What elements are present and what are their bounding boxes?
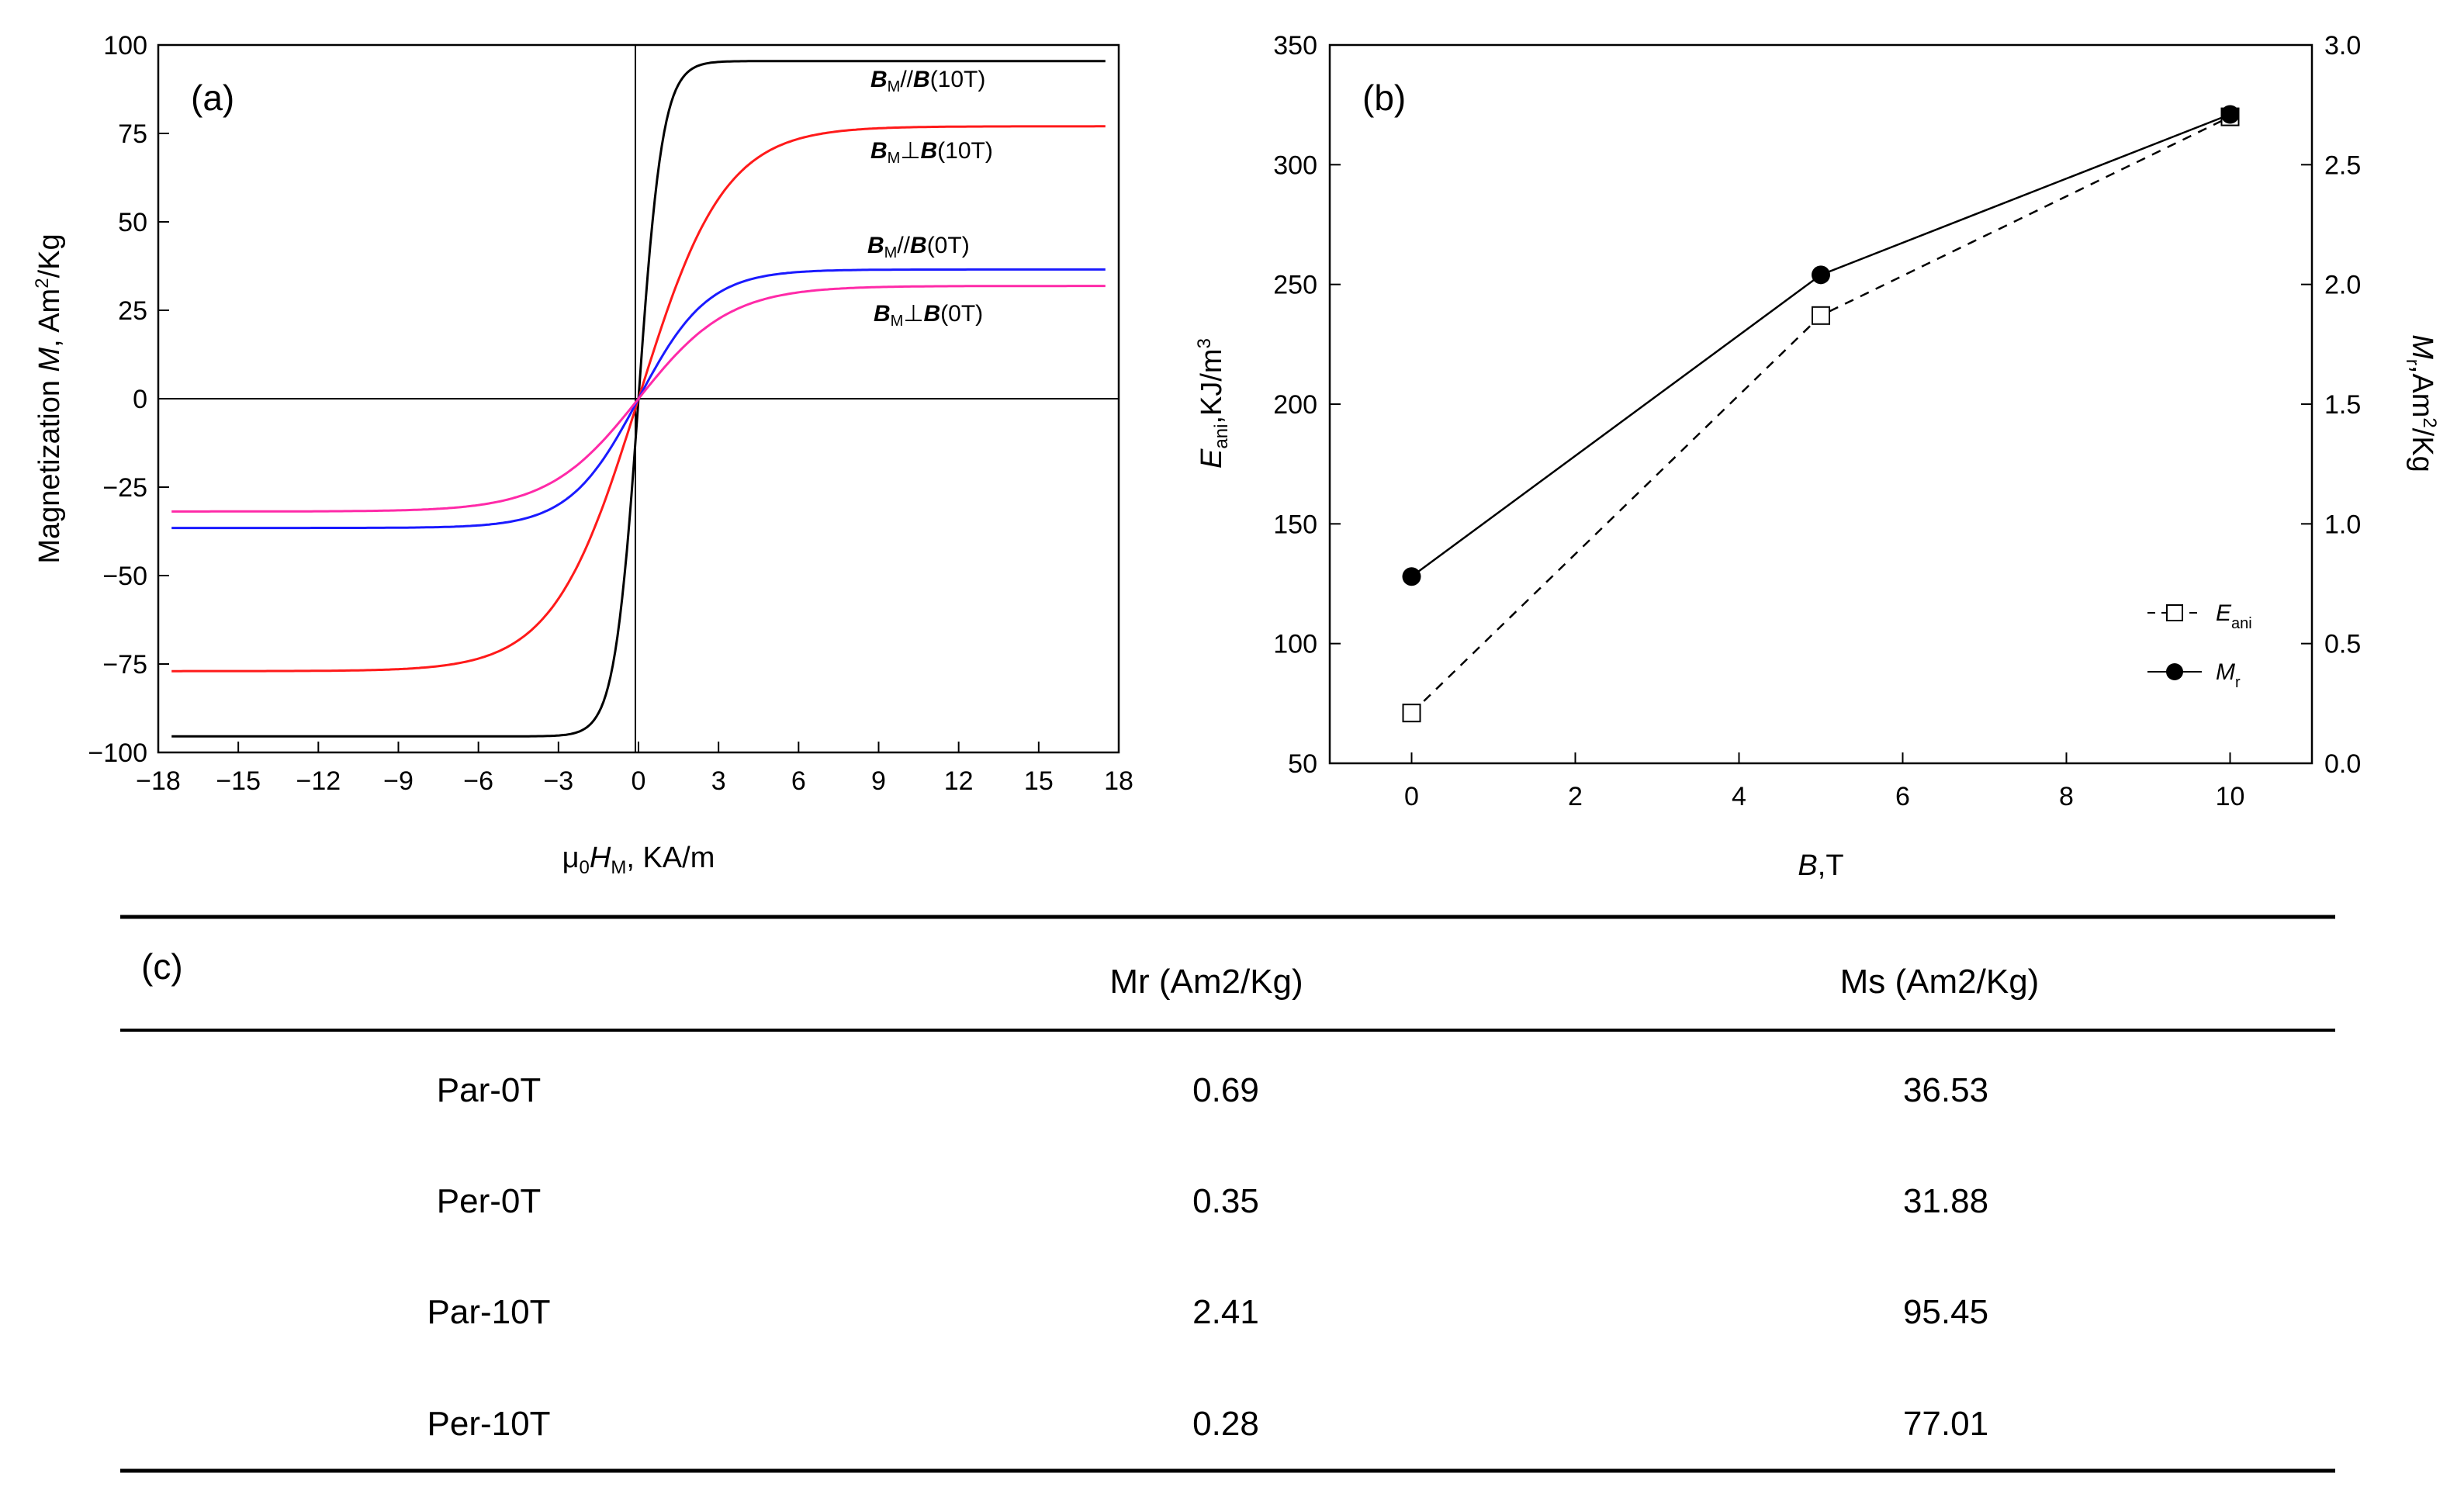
table-panel-label: (c)	[141, 946, 183, 987]
table-cell-ms: 95.45	[1903, 1293, 1988, 1331]
chart-b-left-y-tick-label: 100	[1273, 630, 1317, 659]
table-cell-mr: 0.35	[1192, 1182, 1259, 1220]
chart-b-left-y-axis-label: Eani,KJ/m3	[1194, 338, 1232, 469]
chart-b-right-y-tick-label: 2.5	[2324, 150, 2361, 180]
chart-b-series-line-e-ani	[1410, 116, 2231, 714]
chart-a: −18 −15 −12 −9 −6 −3 0 3 6 9 12 15 18 −100 −75 −50 −25 0…	[32, 31, 1133, 878]
table-cell-sample: Par-10T	[427, 1293, 551, 1331]
chart-a-curve-label-per-10t: BM⊥B(10T)	[870, 138, 993, 167]
chart-b-point-mr	[1812, 265, 1830, 285]
legend-mr-label: Mr	[2216, 659, 2241, 691]
chart-a-x-tick-label: 6	[791, 766, 806, 796]
table-row: Per-0T 0.35 31.88	[437, 1182, 1988, 1220]
chart-b-right-y-tick-label: 1.0	[2324, 510, 2361, 539]
table-cell-sample: Per-0T	[437, 1182, 541, 1220]
chart-a-x-tick-label: 15	[1024, 766, 1054, 796]
chart-b-x-tick-label: 6	[1895, 782, 1910, 811]
chart-b-left-y-tick-label: 350	[1273, 31, 1317, 61]
table-cell-ms: 77.01	[1903, 1405, 1988, 1443]
table-cell-ms: 31.88	[1903, 1182, 1988, 1220]
chart-b-right-y-tick-label: 1.5	[2324, 390, 2361, 420]
chart-b-x-tick-label: 10	[2216, 782, 2245, 811]
chart-a-x-tick-label: 0	[632, 766, 646, 796]
table-cell-sample: Per-10T	[427, 1405, 551, 1443]
table-cell-mr: 2.41	[1192, 1293, 1259, 1331]
chart-b-x-ticks: 0 2 4 6 8 10	[1404, 752, 2244, 811]
chart-b-point-mr	[1402, 567, 1421, 586]
chart-b-legend: Eani Mr	[2147, 600, 2252, 691]
chart-b-x-tick-label: 0	[1404, 782, 1419, 811]
chart-a-y-tick-label: −25	[102, 473, 147, 503]
chart-a-y-axis-label: Magnetization M, Am2/Kg	[32, 233, 66, 563]
chart-a-x-tick-label: −18	[136, 766, 181, 796]
chart-b-point-eani	[1812, 306, 1830, 325]
chart-b-series	[1402, 105, 2240, 723]
chart-a-x-tick-label: 9	[871, 766, 886, 796]
legend-eani-marker	[2166, 604, 2183, 621]
table-header-ms: Ms (Am2/Kg)	[1840, 963, 2040, 1001]
chart-b-left-y-tick-label: 250	[1273, 271, 1317, 300]
chart-b-left-y-tick-label: 200	[1273, 390, 1317, 420]
chart-b-series-line-m-r	[1410, 113, 2230, 578]
chart-a-curves	[171, 60, 1106, 738]
chart-b-panel-label: (b)	[1362, 78, 1406, 118]
chart-a-y-tick-label: 75	[118, 119, 147, 149]
chart-b-x-tick-label: 8	[2059, 782, 2074, 811]
table-cell-ms: 36.53	[1903, 1071, 1988, 1109]
chart-b-right-y-tick-label: 3.0	[2324, 31, 2361, 61]
chart-b-right-y-tick-label: 0.0	[2324, 749, 2361, 779]
chart-a-y-tick-label: 50	[118, 208, 147, 237]
chart-a-y-tick-label: 100	[103, 31, 147, 61]
legend-mr-marker	[2166, 663, 2183, 680]
chart-b-right-y-ticks: 0.0 0.5 1.0 1.5 2.0 2.5 3.0	[2301, 31, 2361, 779]
chart-a-y-tick-label: 25	[118, 296, 147, 326]
chart-a-x-axis-label: μ0HM, KA/m	[562, 842, 715, 878]
chart-a-curve-label-par-0t: BM//B(0T)	[867, 233, 970, 261]
chart-a-y-tick-label: −100	[88, 738, 147, 768]
chart-a-y-tick-label: 0	[133, 385, 147, 414]
chart-a-y-tick-label: −75	[102, 650, 147, 680]
chart-b: 0 2 4 6 8 10 50 100 150 200 250 300 350 0.0 0.5 1.0 1.…	[1194, 31, 2440, 882]
chart-b-left-y-ticks: 50 100 150 200 250 300 350	[1273, 31, 1341, 779]
chart-a-x-tick-label: 18	[1104, 766, 1133, 796]
chart-b-x-tick-label: 4	[1732, 782, 1746, 811]
chart-b-x-axis-label: B,T	[1798, 849, 1843, 882]
table-cell-mr: 0.69	[1192, 1071, 1259, 1109]
chart-a-x-ticks: −18 −15 −12 −9 −6 −3 0 3 6 9 12 15 18	[136, 742, 1133, 796]
chart-a-x-tick-label: 12	[944, 766, 974, 796]
table-header-mr: Mr (Am2/Kg)	[1109, 963, 1303, 1001]
chart-b-right-y-axis-label: Mr,Am2/Kg	[2402, 334, 2440, 472]
table-row: Par-10T 2.41 95.45	[427, 1293, 1989, 1331]
chart-b-x-tick-label: 2	[1568, 782, 1583, 811]
chart-a-curve-label-par-10t: BM//B(10T)	[870, 67, 985, 95]
chart-a-x-tick-label: 3	[711, 766, 726, 796]
chart-a-x-tick-label: −6	[463, 766, 493, 796]
chart-b-frame	[1328, 43, 2313, 765]
table-cell-mr: 0.28	[1192, 1405, 1259, 1443]
chart-b-left-y-tick-label: 50	[1288, 749, 1317, 779]
chart-b-point-eani	[1402, 704, 1421, 723]
chart-a-x-tick-label: −3	[543, 766, 573, 796]
chart-a-y-ticks: −100 −75 −50 −25 0 25 50 75 100	[88, 31, 169, 768]
table-c: (c) Mr (Am2/Kg) Ms (Am2/Kg) Par-0T 0.69 …	[120, 915, 2335, 1473]
chart-b-right-y-tick-label: 2.0	[2324, 271, 2361, 300]
table-row: Par-0T 0.69 36.53	[437, 1071, 1988, 1109]
chart-b-point-mr	[2220, 105, 2240, 124]
table-cell-sample: Par-0T	[437, 1071, 541, 1109]
chart-a-curve-label-per-0t: BM⊥B(0T)	[874, 301, 983, 330]
chart-b-right-y-tick-label: 0.5	[2324, 630, 2361, 659]
table-row: Per-10T 0.28 77.01	[427, 1405, 1989, 1443]
chart-a-y-tick-label: −50	[102, 562, 147, 591]
chart-b-left-y-tick-label: 300	[1273, 150, 1317, 180]
chart-a-x-tick-label: −12	[296, 766, 341, 796]
chart-a-x-tick-label: −9	[383, 766, 414, 796]
chart-a-x-tick-label: −15	[216, 766, 261, 796]
legend-eani-label: Eani	[2216, 600, 2252, 632]
chart-a-panel-label: (a)	[191, 78, 234, 118]
chart-a-series-3	[171, 285, 1106, 513]
chart-b-left-y-tick-label: 150	[1273, 510, 1317, 539]
